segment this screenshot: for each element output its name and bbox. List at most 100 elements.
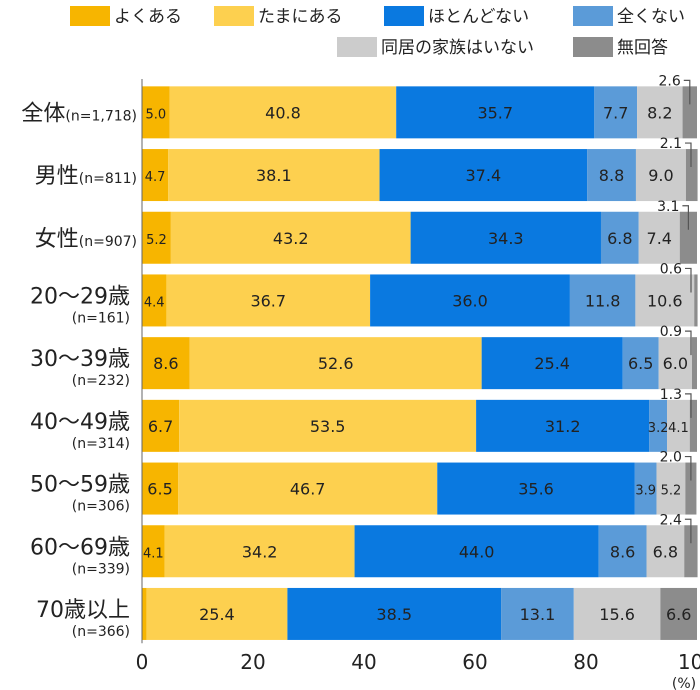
data-label: 4.4 [144, 295, 165, 310]
legend-item: 無回答 [573, 33, 668, 58]
data-label: 25.4 [199, 605, 235, 624]
legend-item: 全くない [573, 2, 685, 27]
leader-line [684, 518, 692, 544]
data-label: 3.1 [657, 199, 679, 215]
category-count: (n=366) [72, 624, 130, 640]
data-label: 7.7 [603, 103, 628, 122]
bar-segment [660, 587, 697, 640]
leader-line [685, 142, 692, 168]
data-label: 52.6 [318, 354, 354, 373]
legend-swatch [214, 6, 254, 26]
data-label: 31.2 [545, 417, 581, 436]
data-label: 36.0 [452, 291, 488, 310]
bar-segment [437, 462, 635, 515]
x-unit-label: (%) [672, 676, 696, 690]
bar-segment [168, 149, 380, 202]
bar-segment [142, 86, 170, 139]
legend-item: 同居の家族はいない [337, 33, 534, 58]
legend-item: ほとんどない [384, 2, 529, 27]
legend-label: 無回答 [617, 38, 668, 58]
bar-segment [594, 86, 638, 139]
data-label: 8.2 [647, 103, 672, 122]
bar-segment [658, 337, 693, 390]
category-count: (n=907) [79, 234, 137, 250]
bar-segment [635, 149, 686, 202]
x-tick-label: 20 [240, 650, 265, 674]
category-label: 20～29歳 [30, 284, 130, 309]
data-label: 6.5 [147, 480, 172, 499]
bar-segment [689, 399, 697, 452]
bar-segment [646, 525, 685, 578]
data-label: 15.6 [599, 605, 635, 624]
x-tick-label: 0 [136, 650, 149, 674]
data-label: 3.9 [635, 484, 656, 499]
x-tick-label: 80 [573, 650, 598, 674]
bar-segment [142, 525, 165, 578]
bar-segment [410, 211, 601, 264]
bar-segment [287, 587, 502, 640]
bar-segment [142, 587, 147, 640]
category-label: 40～49歳 [30, 410, 130, 435]
data-label: 5.2 [146, 233, 167, 248]
bar-segment [598, 525, 647, 578]
data-label: 0.6 [660, 261, 682, 277]
data-label: 8.6 [610, 542, 635, 561]
data-label: 4.1 [668, 421, 689, 436]
leader-line [684, 455, 692, 481]
bar-segment [169, 86, 397, 139]
bar-segment [685, 149, 698, 202]
legend-label: 全くない [617, 7, 685, 27]
bar-segment [656, 462, 686, 515]
bar-segment [684, 525, 698, 578]
bar-segment [637, 86, 683, 139]
data-label: 38.1 [256, 166, 292, 185]
x-tick-label: 40 [351, 650, 376, 674]
legend-swatch [337, 37, 377, 57]
category-label: 30～39歳 [30, 347, 130, 372]
data-label: 5.2 [661, 484, 682, 499]
category-label: 男性(n=811) [35, 164, 137, 189]
leader-line [683, 79, 691, 105]
data-label: 8.8 [599, 166, 624, 185]
bar-segment [569, 274, 636, 327]
bar-segment [142, 149, 169, 202]
x-tick-label: 100 [678, 650, 700, 674]
bar-segment [622, 337, 659, 390]
bar-segment [142, 274, 167, 327]
category-label: 60～69歳 [30, 535, 130, 560]
category-name: 女性 [35, 227, 79, 252]
legend-item: よくある [70, 2, 182, 27]
bar-segment [379, 149, 588, 202]
data-label: 1.3 [660, 387, 682, 403]
data-label: 6.6 [666, 605, 691, 624]
leader-line [682, 205, 689, 230]
bar-segment [142, 337, 190, 390]
data-label: 2.1 [660, 136, 682, 152]
bar-segment [142, 462, 179, 515]
category-label: 女性(n=907) [35, 227, 137, 252]
data-label: 37.4 [466, 166, 502, 185]
bar-segment [679, 211, 697, 264]
category-name: 全体 [21, 101, 65, 126]
data-label: 6.5 [628, 354, 653, 373]
bar-segment [178, 462, 438, 515]
bar-segment [164, 525, 355, 578]
data-label: 6.7 [148, 417, 173, 436]
category-name: 男性 [35, 164, 79, 189]
leader-line [685, 267, 692, 293]
bar-segment [634, 462, 657, 515]
category-label: 50～59歳 [30, 473, 130, 498]
bar-segment [146, 587, 288, 640]
data-label: 5.0 [146, 107, 167, 122]
bar-segment [476, 399, 650, 452]
category-count: (n=232) [72, 373, 130, 389]
bar-segment [142, 399, 180, 452]
data-label: 40.8 [265, 103, 301, 122]
bar-segment [166, 274, 371, 327]
data-label: 11.8 [585, 291, 621, 310]
category-count: (n=161) [72, 310, 130, 326]
data-label: 53.5 [310, 417, 346, 436]
bar-segment [370, 274, 570, 327]
data-label: 6.8 [607, 229, 632, 248]
